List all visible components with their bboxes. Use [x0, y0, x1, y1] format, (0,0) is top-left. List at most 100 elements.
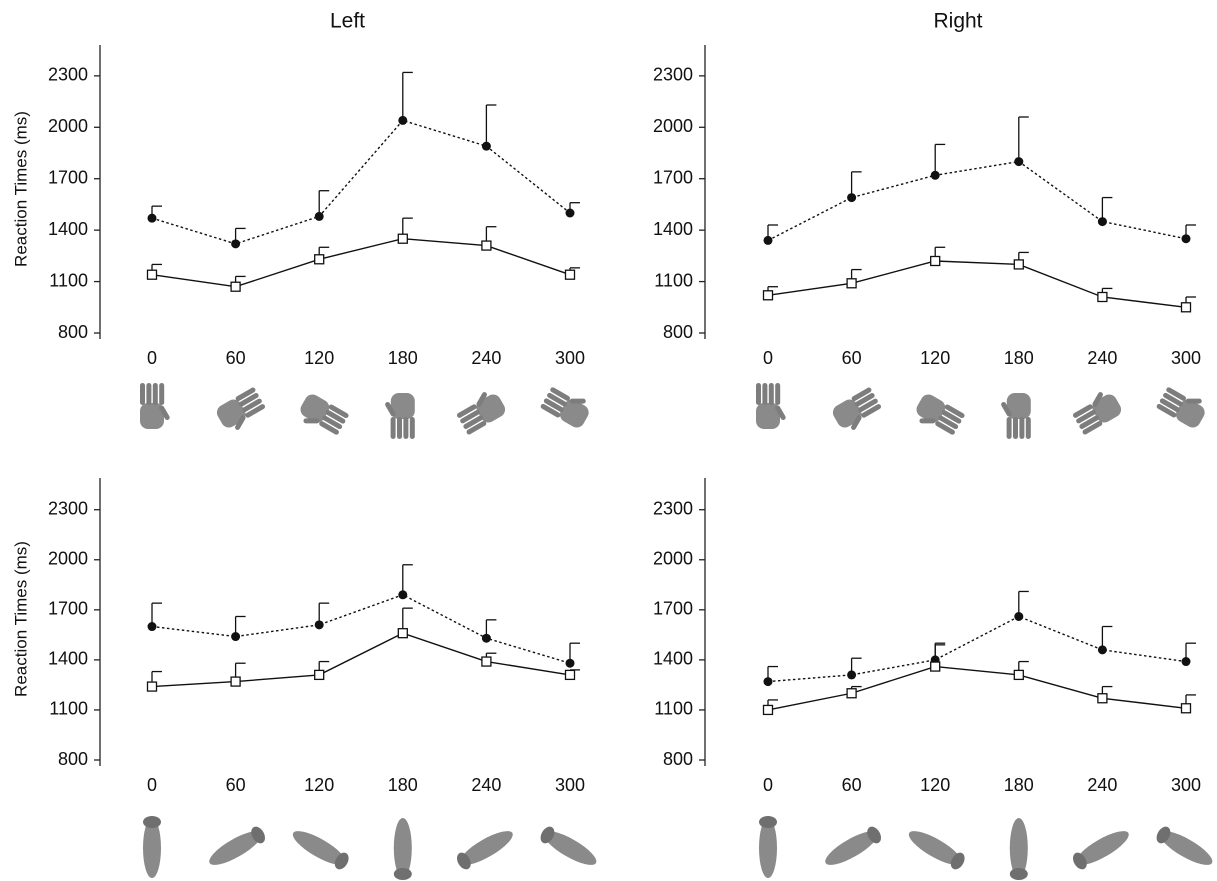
marker — [1182, 303, 1191, 312]
marker — [931, 662, 940, 671]
marker — [315, 620, 324, 629]
marker — [398, 629, 407, 638]
x-tick-label: 180 — [388, 348, 418, 368]
marker — [398, 116, 407, 125]
x-tick-label: 300 — [1171, 348, 1201, 368]
thumb — [303, 418, 319, 423]
marker — [1182, 234, 1191, 243]
panel-title: Left — [330, 10, 365, 33]
x-tick-label: 120 — [920, 348, 950, 368]
page: {"chart_data": [ {"type": "line", "title… — [0, 0, 1217, 881]
x-tick-label: 0 — [147, 775, 157, 795]
thumb — [919, 418, 935, 423]
foot-picture — [205, 824, 268, 871]
marker — [315, 212, 324, 221]
y-tick-label: 800 — [58, 749, 88, 769]
marker — [764, 236, 773, 245]
series-line — [152, 595, 570, 663]
marker — [398, 590, 407, 599]
hand-picture — [830, 387, 885, 436]
y-axis-label: Reaction Times (ms) — [11, 541, 30, 697]
finger — [775, 383, 780, 405]
x-tick-label: 60 — [226, 775, 246, 795]
hand-picture — [1000, 393, 1031, 439]
hand-picture — [453, 386, 508, 435]
finger — [140, 383, 145, 405]
y-tick-label: 2300 — [653, 498, 693, 518]
marker — [231, 239, 240, 248]
marker — [231, 282, 240, 291]
toes — [394, 868, 412, 880]
marker — [315, 670, 324, 679]
foot-picture — [821, 824, 884, 871]
foot-picture — [143, 816, 161, 878]
x-tick-label: 180 — [1004, 348, 1034, 368]
y-tick-label: 2300 — [48, 498, 88, 518]
series-line — [152, 239, 570, 287]
x-tick-label: 60 — [842, 775, 862, 795]
finger — [146, 383, 151, 405]
y-tick-label: 2000 — [48, 549, 88, 569]
foot-picture — [759, 816, 777, 878]
marker — [847, 193, 856, 202]
finger — [153, 383, 158, 405]
series-line — [768, 162, 1186, 241]
x-tick-label: 240 — [1087, 775, 1117, 795]
x-tick-label: 240 — [1087, 348, 1117, 368]
hand-picture — [384, 393, 415, 439]
foot-picture — [454, 825, 517, 872]
toes — [1010, 868, 1028, 880]
marker — [231, 677, 240, 686]
x-tick-label: 0 — [763, 775, 773, 795]
finger — [769, 383, 774, 405]
marker — [1098, 217, 1107, 226]
marker — [566, 670, 575, 679]
y-axis-label: Reaction Times (ms) — [11, 111, 30, 267]
y-tick-label: 2000 — [653, 549, 693, 569]
marker — [1014, 260, 1023, 269]
foot-picture — [1010, 818, 1028, 880]
marker — [566, 659, 575, 668]
panel-title: Right — [933, 10, 982, 33]
toes — [143, 816, 161, 828]
y-tick-label: 1100 — [49, 699, 88, 719]
marker — [1098, 694, 1107, 703]
y-tick-label: 1400 — [653, 219, 693, 239]
finger — [1013, 417, 1018, 439]
marker — [148, 622, 157, 631]
marker — [1182, 704, 1191, 713]
marker — [931, 171, 940, 180]
x-tick-label: 120 — [304, 775, 334, 795]
marker — [231, 632, 240, 641]
series-line — [152, 633, 570, 686]
finger — [403, 417, 408, 439]
x-tick-label: 300 — [555, 775, 585, 795]
y-tick-label: 800 — [58, 322, 88, 342]
hand-picture — [294, 392, 349, 441]
hand-picture — [214, 387, 269, 436]
foot-picture — [289, 825, 352, 872]
x-tick-label: 60 — [226, 348, 246, 368]
foot-picture — [1070, 825, 1133, 872]
hand-picture — [540, 381, 595, 430]
marker — [1182, 657, 1191, 666]
thumb — [1186, 399, 1202, 404]
marker — [1098, 293, 1107, 302]
x-tick-label: 240 — [471, 775, 501, 795]
marker — [1098, 645, 1107, 654]
marker — [148, 270, 157, 279]
marker — [482, 241, 491, 250]
figure: 80011001400170020002300060120180240300Le… — [0, 0, 1217, 881]
marker — [315, 255, 324, 264]
marker — [566, 209, 575, 218]
series-line — [152, 120, 570, 243]
marker — [482, 657, 491, 666]
y-tick-label: 2000 — [653, 116, 693, 136]
marker — [148, 682, 157, 691]
marker — [847, 689, 856, 698]
marker — [764, 705, 773, 714]
foot-picture — [394, 818, 412, 880]
finger — [1007, 417, 1012, 439]
y-tick-label: 800 — [663, 322, 693, 342]
foot-picture — [905, 825, 968, 872]
